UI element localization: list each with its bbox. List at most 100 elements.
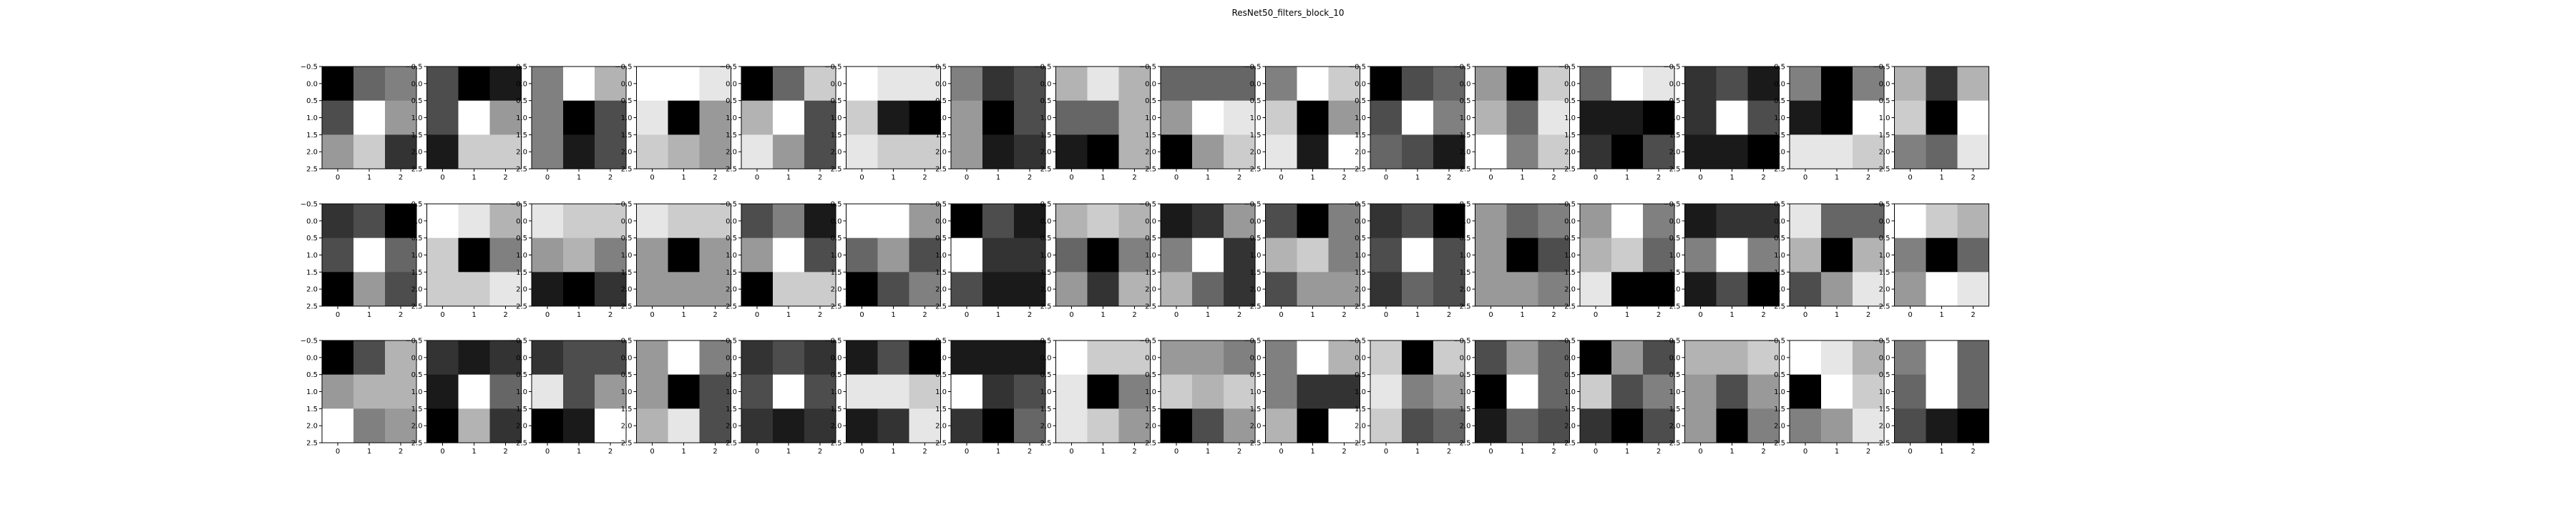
y-tick-label: 2.5: [306, 303, 318, 311]
filter-pixel: [595, 272, 627, 307]
y-tick-label: 2.0: [306, 286, 318, 294]
filter-pixel: [426, 67, 459, 102]
filter-pixel: [1506, 100, 1538, 135]
filter-pixel: [1192, 237, 1224, 273]
filter-pixel: [909, 408, 941, 443]
y-tick-label: 2.0: [831, 423, 842, 431]
filter-pixel: [982, 67, 1015, 102]
filter-pixel: [595, 408, 627, 443]
x-tick-label: 2: [922, 174, 927, 182]
y-tick-label: 1.5: [726, 132, 737, 139]
filter-pixel: [1328, 67, 1360, 102]
filter-pixel: [458, 100, 490, 135]
filter-pixel: [1370, 100, 1402, 135]
filter-pixel: [1370, 134, 1402, 170]
x-tick-label: 2: [503, 174, 507, 182]
filter-pixel: [699, 408, 731, 443]
filter-panel: 0 1 2 −0.5 0.0 0.5 1.0 1.5 2.0 2.5: [1663, 338, 1780, 456]
filter-pixel: [1087, 408, 1119, 443]
y-tick-label: 0.5: [726, 235, 737, 242]
filter-pixel: [1747, 100, 1780, 135]
y-tick-label: 1.0: [831, 114, 842, 122]
x-tick-label: 0: [965, 448, 969, 456]
y-tick-label: −0.5: [1873, 64, 1890, 72]
filter-pixel: [1747, 374, 1780, 409]
filter-pixel: [773, 67, 805, 102]
filter-pixel: [426, 272, 459, 307]
filter-pixel: [1747, 237, 1780, 273]
filter-pixel: [1192, 67, 1224, 102]
filter-pixel: [1894, 204, 1926, 239]
y-tick-label: 2.5: [1460, 303, 1471, 311]
figure-title: ResNet50_filters_block_10: [1231, 8, 1344, 18]
y-tick-label: 2.5: [1040, 440, 1052, 448]
filter-pixel: [1297, 204, 1329, 239]
y-tick-label: 1.5: [411, 132, 423, 139]
filter-pixel: [1475, 204, 1507, 239]
filter-pixel: [1716, 100, 1748, 135]
y-tick-label: 1.5: [1669, 406, 1681, 413]
x-tick-label: 1: [996, 448, 1000, 456]
filter-pixel: [1853, 134, 1885, 170]
filter-pixel: [846, 67, 878, 102]
filter-pixel: [1957, 237, 1989, 273]
filter-pixel: [1014, 340, 1046, 376]
x-tick-label: 2: [1551, 174, 1556, 182]
filter-panel: 0 1 2 −0.5 0.0 0.5 1.0 1.5 2.0 2.5: [1873, 338, 1989, 456]
filter-pixel: [1192, 204, 1224, 239]
y-tick-label: 1.5: [1355, 269, 1366, 277]
y-tick-label: 1.0: [1879, 252, 1890, 260]
filter-pixel: [1118, 340, 1151, 376]
y-tick-label: −0.5: [1558, 201, 1576, 209]
y-tick-label: 2.5: [1250, 303, 1262, 311]
filter-pixel: [804, 408, 836, 443]
y-tick-label: 1.5: [1460, 269, 1471, 277]
filter-pixel: [1821, 204, 1853, 239]
y-tick-label: 2.0: [516, 423, 527, 431]
filter-panel: 0 1 2 −0.5 0.0 0.5 1.0 1.5 2.0 2.5: [1139, 338, 1256, 456]
filter-pixel: [1506, 272, 1538, 307]
y-tick-label: 2.5: [1879, 303, 1890, 311]
filter-pixel: [1014, 237, 1046, 273]
filter-pixel: [1538, 408, 1570, 443]
y-tick-label: 2.5: [1879, 166, 1890, 174]
filter-pixel: [668, 374, 700, 409]
y-tick-label: 2.5: [1355, 303, 1366, 311]
filter-pixel: [1161, 272, 1193, 307]
x-tick-label: 0: [545, 311, 550, 319]
filter-pixel: [1853, 374, 1885, 409]
filter-pixel: [595, 374, 627, 409]
y-tick-label: 2.5: [1564, 166, 1576, 174]
y-tick-label: 1.5: [1460, 132, 1471, 139]
y-tick-label: −0.5: [824, 338, 841, 345]
y-tick-label: −0.5: [510, 64, 527, 72]
y-tick-label: 0.0: [1355, 354, 1366, 362]
filter-pixel: [489, 204, 522, 239]
filter-pixel: [1716, 67, 1748, 102]
filter-pixel: [1580, 272, 1612, 307]
x-tick-label: 2: [922, 311, 927, 319]
filter-pixel: [385, 408, 417, 443]
filter-panel: 0 1 2 −0.5 0.0 0.5 1.0 1.5 2.0 2.5: [615, 64, 731, 182]
filter-pixel: [1821, 374, 1853, 409]
filter-panel: 0 1 2 −0.5 0.0 0.5 1.0 1.5 2.0 2.5: [1349, 201, 1465, 319]
filter-pixel: [951, 408, 983, 443]
y-tick-label: 0.5: [1774, 371, 1785, 379]
x-tick-label: 0: [965, 174, 969, 182]
x-tick-label: 2: [1866, 311, 1870, 319]
filter-pixel: [1328, 374, 1360, 409]
filter-pixel: [1433, 374, 1465, 409]
filter-pixel: [353, 204, 386, 239]
filter-pixel: [1747, 204, 1780, 239]
x-tick-label: 0: [1908, 448, 1912, 456]
filter-pixel: [1014, 100, 1046, 135]
y-tick-label: 1.0: [1145, 114, 1156, 122]
x-tick-label: 1: [1835, 448, 1839, 456]
filter-pixel: [563, 134, 595, 170]
y-tick-label: 2.5: [306, 440, 318, 448]
x-tick-label: 2: [1447, 448, 1451, 456]
filter-pixel: [1611, 204, 1644, 239]
filter-pixel: [1224, 340, 1256, 376]
filter-pixel: [1716, 340, 1748, 376]
y-tick-label: 2.0: [306, 423, 318, 431]
